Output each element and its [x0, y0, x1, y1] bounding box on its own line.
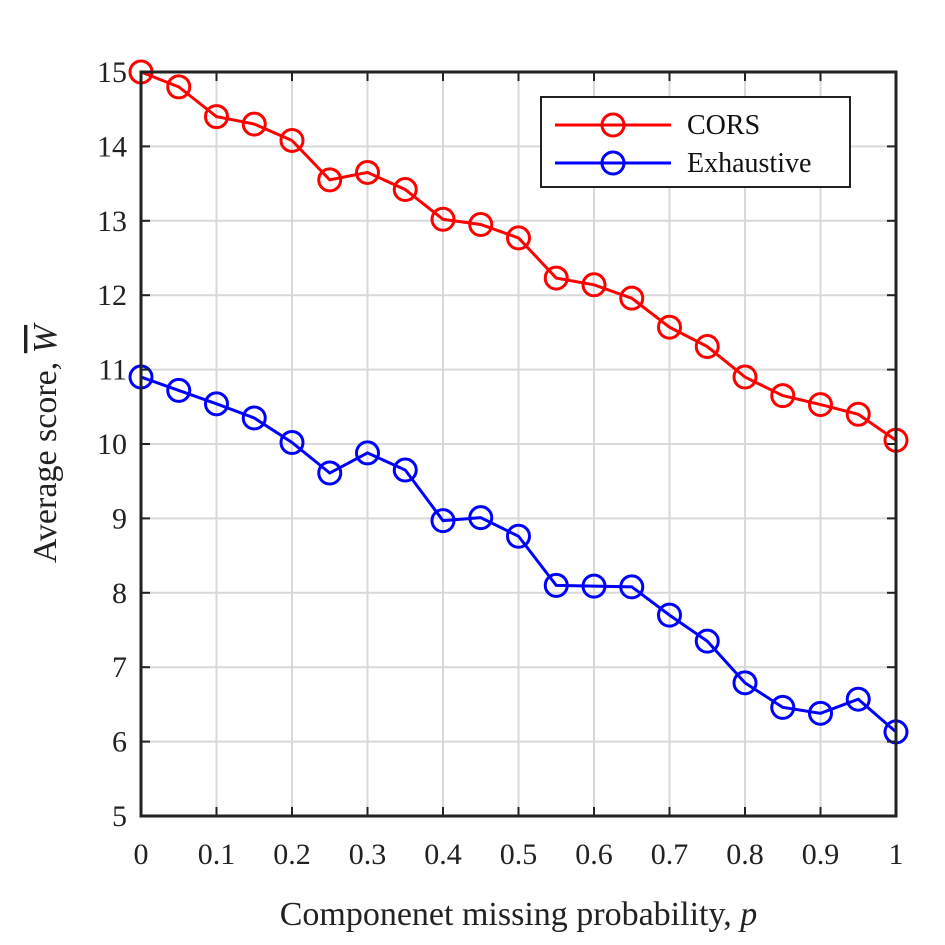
y-tick-label: 7: [112, 651, 127, 684]
y-axis-label: Average score, W: [27, 322, 64, 563]
data-point: [166, 74, 192, 100]
data-point: [279, 430, 305, 456]
x-tick-label: 0.4: [424, 838, 462, 871]
x-tick-label: 0.5: [500, 838, 538, 871]
tick-marks: [140, 71, 897, 817]
data-point: [694, 334, 720, 360]
data-point: [581, 272, 607, 298]
y-tick-label: 6: [112, 726, 127, 759]
data-point: [543, 265, 569, 291]
x-tick-label: 0: [134, 838, 149, 871]
data-point: [317, 460, 343, 486]
data-point: [808, 700, 833, 726]
data-point: [241, 111, 267, 137]
data-point: [468, 212, 494, 238]
x-tick-label: 0.3: [349, 838, 387, 871]
y-tick-label: 15: [97, 56, 127, 89]
legend-item: Exhaustive: [555, 148, 811, 179]
data-point: [506, 523, 531, 549]
data-point: [619, 285, 645, 311]
data-point: [317, 167, 343, 193]
legend-label: Exhaustive: [687, 148, 811, 179]
data-point: [657, 602, 682, 628]
data-point: [543, 572, 569, 598]
legend: CORS Exhaustive: [540, 96, 851, 188]
y-tick-labels: 5 6 7 8 9 10 11 12 13 14 15: [97, 56, 127, 833]
data-point: [506, 225, 531, 251]
legend-items: CORS Exhaustive: [555, 110, 811, 179]
data-point: [241, 405, 267, 431]
data-point: [808, 392, 833, 418]
y-axis-label-variable: W: [27, 322, 64, 353]
y-tick-label: 5: [112, 800, 127, 833]
y-axis-label-text: Average score,: [27, 353, 64, 563]
y-tick-label: 8: [112, 577, 127, 610]
data-point: [581, 573, 607, 599]
y-tick-label: 11: [98, 354, 127, 387]
data-point: [392, 177, 418, 203]
data-point: [355, 440, 380, 466]
data-point: [619, 574, 645, 600]
x-tick-label: 0.9: [802, 838, 840, 871]
y-tick-label: 14: [97, 130, 127, 163]
data-point: [204, 391, 229, 417]
x-tick-label: 0.2: [273, 838, 311, 871]
legend-marker: [600, 150, 626, 176]
data-point: [694, 628, 720, 654]
data-point: [468, 505, 494, 531]
x-tick-labels: 0 0.1 0.2 0.3 0.4 0.5 0.6 0.7 0.8 0.9 1: [134, 838, 904, 871]
data-point: [770, 383, 796, 409]
data-point: [279, 127, 305, 153]
x-tick-label: 0.7: [651, 838, 689, 871]
y-tick-label: 13: [97, 205, 127, 238]
data-point: [845, 686, 871, 712]
x-tick-label: 0.6: [575, 838, 613, 871]
y-axis-label-group: Average score, W: [27, 322, 64, 563]
x-tick-label: 0.1: [198, 838, 236, 871]
y-tick-label: 10: [97, 428, 127, 461]
x-axis-label: Componenet missing probability, p: [280, 896, 758, 933]
legend-box: [540, 96, 851, 188]
series-line: [140, 70, 897, 442]
x-tick-label: 0.8: [726, 838, 764, 871]
data-point: [845, 401, 871, 427]
legend-marker: [600, 112, 626, 138]
data-point: [657, 314, 682, 340]
data-point: [732, 364, 758, 390]
data-point: [770, 694, 796, 720]
x-tick-label: 1: [889, 838, 904, 871]
data-point: [430, 206, 456, 232]
series-layer: [128, 59, 909, 745]
data-point: [355, 159, 380, 185]
y-tick-label: 9: [112, 502, 127, 535]
data-point: [430, 508, 456, 534]
series-exhaustive: [128, 364, 909, 745]
legend-item: CORS: [555, 110, 760, 141]
data-point: [166, 377, 192, 403]
data-point: [204, 104, 229, 130]
data-point: [732, 670, 758, 696]
x-axis-label-variable: p: [738, 896, 757, 933]
legend-label: CORS: [687, 110, 760, 141]
y-tick-label: 12: [97, 279, 127, 312]
x-axis-label-text: Componenet missing probability,: [280, 896, 741, 933]
data-point: [392, 457, 418, 483]
series-line: [140, 375, 897, 734]
